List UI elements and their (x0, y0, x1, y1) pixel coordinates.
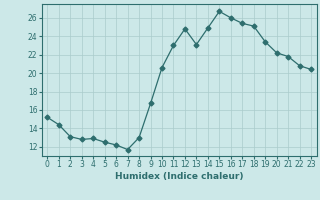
X-axis label: Humidex (Indice chaleur): Humidex (Indice chaleur) (115, 172, 244, 181)
